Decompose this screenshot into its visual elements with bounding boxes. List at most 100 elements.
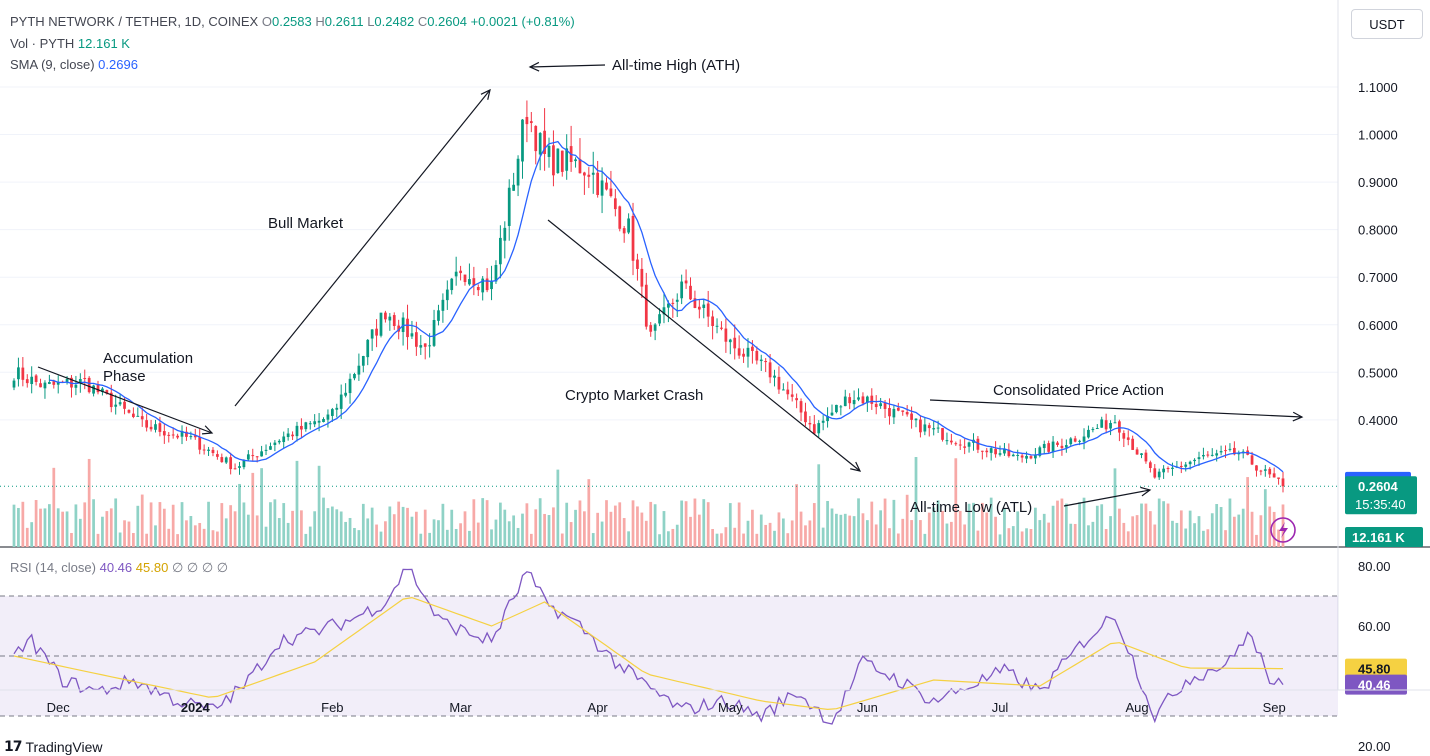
volume-bar — [459, 523, 462, 547]
candle — [34, 375, 38, 382]
volume-bar — [1184, 528, 1188, 547]
candle — [1140, 453, 1143, 455]
candle — [1144, 452, 1148, 462]
candle — [697, 306, 701, 310]
volume-bar — [216, 531, 219, 547]
volume-bar — [1118, 508, 1121, 547]
volume-bar — [52, 467, 56, 547]
volume-bar — [1157, 498, 1161, 547]
volume-bar — [432, 519, 436, 547]
volume-bar — [286, 522, 290, 547]
volume-bar — [485, 500, 489, 547]
volume-bar — [1224, 530, 1227, 547]
volume-bar — [171, 504, 175, 547]
rsi-ma-tag-label: 45.80 — [1358, 662, 1391, 677]
candle — [919, 419, 922, 433]
candle — [720, 327, 723, 329]
volume-bar — [238, 483, 241, 547]
volume-bar — [587, 479, 591, 547]
time-axis[interactable]: Dec 2024 Feb Mar Apr May Jun Jul Aug Sep — [0, 689, 1430, 715]
volume-bar — [1277, 529, 1280, 547]
candle — [600, 180, 604, 196]
volume-bar — [339, 511, 343, 547]
volume-bar — [622, 518, 626, 547]
candle — [1104, 420, 1108, 430]
volume-bar — [1016, 511, 1020, 547]
candle — [1095, 428, 1099, 430]
candle — [238, 466, 241, 468]
volume-bar — [1011, 526, 1015, 547]
volume-bar — [1047, 522, 1051, 547]
volume-bar — [755, 533, 759, 547]
volume-bar — [609, 511, 613, 547]
candle — [1016, 454, 1020, 456]
volume-bar — [888, 528, 891, 547]
tradingview-brand[interactable]: 𝟭𝟳 TradingView — [4, 738, 103, 755]
candle — [251, 455, 255, 457]
candle — [379, 312, 383, 336]
price-tick-label: 0.7000 — [1358, 270, 1398, 285]
rsi-value-tag-label: 40.46 — [1358, 678, 1391, 693]
volume-bar — [30, 522, 34, 547]
volume-tag-label: 12.161 K — [1352, 530, 1405, 545]
candle — [512, 184, 516, 191]
candle — [804, 411, 807, 423]
price-axis[interactable]: 1.1000 1.0000 0.9000 0.8000 0.7000 0.6000 0.50… — [1270, 80, 1423, 547]
candle — [1020, 455, 1024, 458]
candle — [870, 395, 874, 404]
candle — [83, 378, 87, 380]
volume-bar — [490, 529, 493, 547]
volume-bar — [1056, 500, 1059, 547]
volume-bar — [441, 503, 445, 547]
volume-bar — [547, 515, 551, 547]
volume-bar — [976, 530, 980, 547]
rsi-label[interactable]: RSI (14, close) — [10, 560, 96, 575]
volume-bar — [428, 532, 432, 547]
candle — [1153, 468, 1157, 478]
candle — [998, 453, 1002, 455]
volume-bar — [353, 527, 356, 547]
volume-bar — [605, 500, 608, 547]
volume-bar — [445, 529, 449, 547]
volume-bar — [1144, 503, 1148, 547]
volume-bar — [419, 533, 423, 547]
volume-bar — [538, 498, 542, 547]
candle — [397, 325, 401, 332]
candle — [1091, 429, 1095, 431]
candle — [229, 457, 233, 470]
high-value: 0.2611 — [324, 14, 364, 29]
candle — [821, 420, 825, 423]
volume-bar — [136, 505, 140, 547]
candle — [176, 435, 179, 438]
volume-bar — [680, 500, 684, 547]
candle — [65, 378, 69, 383]
price-tick-label: 0.9000 — [1358, 175, 1398, 190]
candle — [1215, 453, 1219, 456]
candle — [87, 377, 91, 393]
volume-bar — [821, 527, 825, 547]
candle — [476, 287, 480, 291]
volume-label[interactable]: Vol · PYTH — [10, 36, 75, 51]
candle — [171, 434, 175, 436]
candle — [260, 451, 263, 457]
rsi-ma-legend-value: 45.80 — [135, 560, 169, 575]
candle — [994, 448, 997, 455]
symbol-title[interactable]: PYTH NETWORK / TETHER, 1D, COINEX — [10, 14, 259, 29]
sma-label[interactable]: SMA (9, close) — [10, 57, 95, 72]
candle — [74, 384, 78, 388]
candle — [507, 187, 511, 226]
volume-bar — [1171, 520, 1174, 547]
volume-bar — [1034, 507, 1037, 547]
candle — [627, 218, 630, 233]
brand-text: TradingView — [25, 738, 103, 755]
volume-bar — [12, 504, 16, 547]
volume-bar — [282, 503, 286, 547]
candle — [1069, 438, 1073, 445]
volume-bar — [92, 499, 95, 547]
volume-bar — [631, 500, 635, 547]
volume-bar — [167, 528, 171, 547]
currency-button[interactable]: USDT — [1351, 9, 1423, 39]
candle — [1064, 445, 1068, 448]
